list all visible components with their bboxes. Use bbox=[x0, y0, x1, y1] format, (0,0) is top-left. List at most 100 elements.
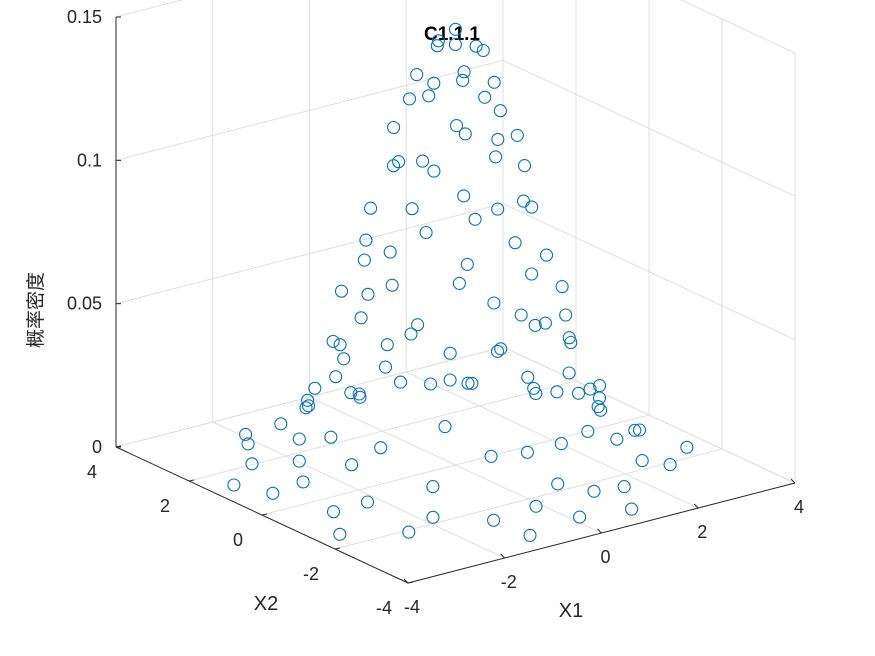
data-point bbox=[424, 377, 438, 391]
data-point bbox=[478, 90, 492, 104]
data-point bbox=[405, 202, 419, 216]
data-point bbox=[426, 480, 440, 494]
data-point bbox=[385, 278, 399, 292]
data-point bbox=[551, 477, 565, 491]
side-wall-grid-horizontal bbox=[502, 59, 796, 197]
data-point bbox=[448, 37, 462, 52]
data-point bbox=[617, 480, 631, 494]
data-point bbox=[383, 245, 397, 259]
x-tick-mark bbox=[597, 528, 602, 534]
data-point bbox=[422, 89, 436, 103]
data-point bbox=[430, 39, 444, 53]
data-point bbox=[296, 475, 310, 489]
data-point bbox=[337, 352, 351, 366]
data-point bbox=[458, 127, 472, 141]
data-point bbox=[410, 68, 424, 82]
data-point bbox=[680, 440, 694, 454]
data-point bbox=[571, 386, 586, 400]
data-point bbox=[426, 510, 440, 524]
floor-grid-line-y bbox=[188, 380, 577, 482]
y-tick-label: -2 bbox=[303, 564, 319, 584]
data-point bbox=[378, 360, 393, 374]
data-point bbox=[227, 478, 241, 492]
data-point bbox=[487, 513, 501, 527]
x-tick-label: -2 bbox=[501, 572, 517, 592]
data-point bbox=[380, 338, 394, 352]
data-point bbox=[274, 417, 288, 431]
data-point bbox=[489, 150, 503, 164]
data-point bbox=[404, 327, 418, 341]
data-point bbox=[443, 346, 457, 360]
data-point bbox=[610, 432, 624, 446]
data-point bbox=[416, 154, 430, 168]
data-point bbox=[508, 236, 522, 250]
y-tick-mark bbox=[407, 581, 414, 584]
data-point bbox=[493, 104, 507, 118]
x-tick-label: 0 bbox=[600, 547, 610, 567]
data-point bbox=[354, 311, 368, 325]
data-point bbox=[593, 379, 607, 393]
data-point bbox=[345, 458, 359, 472]
tick-labels: -4 -2 0 2 4 -4 -2 0 2 4 0 0.05 0.1 0.15 bbox=[67, 7, 804, 618]
data-point bbox=[326, 334, 340, 348]
data-point bbox=[465, 376, 479, 390]
floor-grid-line-y bbox=[334, 448, 723, 550]
data-point bbox=[374, 441, 388, 455]
data-point bbox=[573, 510, 587, 524]
data-point bbox=[529, 386, 543, 401]
data-point bbox=[559, 308, 573, 322]
data-point bbox=[364, 201, 378, 215]
y-tick-mark bbox=[334, 547, 341, 550]
data-point bbox=[523, 528, 537, 542]
data-point bbox=[419, 225, 433, 240]
z-tick-label: 0.1 bbox=[77, 150, 102, 170]
z-tick-label: 0.15 bbox=[67, 7, 102, 27]
data-point bbox=[301, 393, 315, 407]
data-point bbox=[487, 75, 501, 89]
data-point bbox=[392, 155, 406, 169]
back-wall-grid-horizontal bbox=[115, 203, 504, 305]
z-axis-label: 概率密度 bbox=[25, 272, 47, 348]
data-points bbox=[227, 22, 694, 542]
data-point bbox=[521, 370, 535, 384]
x-tick-mark bbox=[403, 578, 409, 584]
data-point bbox=[387, 120, 401, 135]
back-wall-grid-horizontal bbox=[115, 0, 184, 18]
data-point bbox=[476, 43, 490, 58]
data-point bbox=[360, 495, 375, 509]
y-tick-label: 0 bbox=[233, 530, 243, 550]
data-point bbox=[554, 437, 568, 451]
data-point bbox=[357, 253, 371, 267]
data-point bbox=[591, 400, 605, 414]
data-point bbox=[402, 92, 417, 106]
x-tick-label: 2 bbox=[697, 522, 707, 542]
data-point bbox=[625, 502, 639, 516]
x-tick-label: -4 bbox=[404, 597, 420, 617]
data-point bbox=[329, 370, 343, 384]
data-point bbox=[583, 382, 597, 396]
data-point bbox=[449, 119, 464, 133]
data-point bbox=[484, 449, 498, 463]
y-tick-mark bbox=[261, 513, 268, 516]
data-point bbox=[452, 276, 466, 290]
data-point bbox=[663, 458, 677, 472]
data-point bbox=[635, 454, 649, 468]
data-point bbox=[529, 499, 543, 513]
data-point bbox=[333, 338, 347, 352]
data-point bbox=[361, 287, 375, 301]
y-tick-label: -4 bbox=[376, 598, 392, 618]
data-point bbox=[292, 454, 306, 468]
z-tick-label: 0 bbox=[92, 437, 102, 457]
data-point bbox=[411, 318, 425, 332]
y-tick-mark bbox=[188, 479, 195, 482]
data-point bbox=[564, 335, 578, 350]
data-point bbox=[562, 366, 576, 380]
data-point bbox=[359, 233, 373, 247]
axis-lines bbox=[115, 16, 796, 584]
data-point bbox=[324, 430, 338, 444]
data-point bbox=[628, 423, 642, 437]
data-point bbox=[326, 505, 341, 519]
data-point bbox=[302, 399, 316, 413]
data-point bbox=[427, 76, 441, 90]
